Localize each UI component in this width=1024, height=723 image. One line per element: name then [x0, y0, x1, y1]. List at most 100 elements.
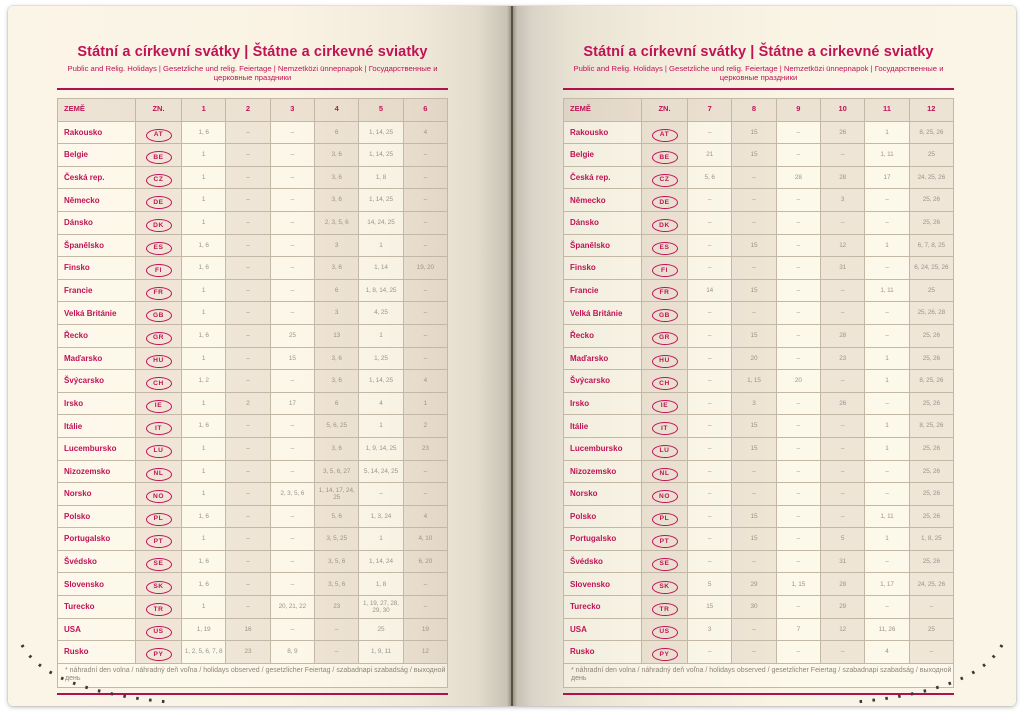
holiday-days-cell: 30: [731, 595, 777, 619]
country-code-cell: CH: [135, 369, 182, 393]
holiday-days-cell: 6: [313, 120, 360, 145]
holiday-days-cell: 25, 26: [908, 504, 955, 529]
holiday-days-cell: –: [686, 188, 733, 212]
holiday-days-cell: 3, 6: [313, 165, 360, 190]
holiday-days-cell: –: [402, 595, 449, 619]
country-row: Slovensko SK 5 29 1, 15 28 1, 17 24, 25, 26: [563, 572, 955, 597]
holiday-days-cell: 1, 8: [358, 165, 404, 190]
holiday-days-cell: 5: [819, 527, 866, 551]
holiday-days-cell: 28: [819, 323, 866, 348]
holiday-days-cell: –: [775, 527, 821, 551]
country-code-badge: IE: [651, 399, 678, 413]
holiday-days-cell: 31: [819, 549, 866, 574]
country-name: USA: [563, 617, 642, 642]
country-row: Norsko NO – – – – –25, 26: [563, 482, 955, 506]
holiday-days-cell: –: [775, 301, 821, 325]
holiday-days-cell: –: [775, 482, 821, 506]
country-row: Itálie IT –15– –1 8, 25, 26: [563, 414, 955, 438]
holiday-days-cell: –: [819, 459, 866, 484]
country-code-badge: NL: [145, 467, 172, 481]
country-row: Lucembursko LU –15– –1 25, 26: [563, 436, 955, 461]
bottom-rule: [57, 692, 448, 696]
holiday-days-cell: –: [402, 233, 449, 258]
holiday-days-cell: –: [269, 143, 315, 167]
holiday-days-cell: –: [864, 256, 910, 280]
holiday-days-cell: 1, 14, 25: [358, 143, 404, 167]
holiday-days-cell: –: [819, 414, 866, 438]
holiday-days-cell: –: [269, 210, 315, 235]
holiday-days-cell: 1: [864, 436, 910, 461]
country-row: Lucembursko LU 1– –3, 6 1, 9, 14, 25 23: [57, 436, 449, 461]
diary-spread: Státní a církevní svátky | Štátne a cirk…: [8, 6, 1016, 706]
holiday-days-cell: –: [402, 278, 449, 303]
holiday-days-cell: 1, 6: [180, 572, 227, 597]
country-name: Portugalsko: [563, 527, 642, 551]
holiday-days-cell: –: [775, 278, 821, 303]
holiday-days-cell: 14: [686, 278, 733, 303]
holiday-days-cell: –: [775, 504, 821, 529]
holiday-days-cell: 1: [864, 120, 910, 145]
country-code-badge: TR: [145, 603, 172, 617]
country-name: Německo: [57, 188, 136, 212]
header-row: ZEMĚ ZN. 7 8 9 10 11 12: [563, 98, 955, 122]
country-name: Švýcarsko: [57, 369, 136, 393]
holiday-days-cell: –: [269, 120, 315, 145]
holiday-days-cell: 8, 25, 26: [908, 369, 955, 393]
country-name: Irsko: [563, 391, 642, 416]
code-column-header: ZN.: [135, 98, 182, 122]
country-name: Turecko: [563, 595, 642, 619]
country-name: Nizozemsko: [563, 459, 642, 484]
country-code-badge: AT: [145, 128, 172, 142]
holiday-days-cell: –: [686, 436, 733, 461]
country-code-badge: DK: [145, 219, 172, 233]
holiday-days-cell: 3, 6: [313, 369, 360, 393]
country-name: Řecko: [563, 323, 642, 348]
page-title: Státní a církevní svátky | Štátne a cirk…: [77, 44, 428, 60]
holiday-days-cell: –: [269, 188, 315, 212]
holiday-days-cell: –: [775, 233, 821, 258]
country-row: Dánsko DK – – – – –25, 26: [563, 210, 955, 235]
country-row: Portugalsko PT 1– –3, 5, 25 1 4, 10: [57, 527, 449, 551]
holiday-days-cell: 26: [819, 391, 866, 416]
country-code-cell: BE: [641, 143, 688, 167]
subtitle-rule: [563, 88, 954, 90]
country-name: Dánsko: [57, 210, 136, 235]
country-code-cell: PY: [641, 640, 688, 664]
country-code-badge: PL: [651, 512, 678, 526]
holiday-days-cell: 3: [313, 233, 360, 258]
holiday-days-cell: 25, 26: [908, 188, 955, 212]
country-code-badge: NO: [145, 490, 172, 504]
country-code-cell: HU: [641, 346, 688, 371]
code-column-header: ZN.: [641, 98, 688, 122]
holiday-days-cell: 5, 6: [686, 165, 733, 190]
country-row: Belgie BE 1– –3, 6 1, 14, 25–: [57, 143, 449, 167]
country-name: Španělsko: [563, 233, 642, 258]
holiday-days-cell: 15: [731, 527, 777, 551]
holiday-days-cell: 1, 9, 14, 25: [358, 436, 404, 461]
country-code-badge: PT: [145, 535, 172, 549]
holiday-days-cell: 2: [402, 414, 449, 438]
holiday-days-cell: 11, 26: [864, 617, 910, 642]
holiday-days-cell: 25, 26: [908, 210, 955, 235]
country-row: Francie FR 14 15– –1, 11 25: [563, 278, 955, 303]
holiday-days-cell: 1, 15: [731, 369, 777, 393]
holiday-days-cell: –: [225, 210, 271, 235]
holiday-days-cell: 1, 2, 5, 6, 7, 8: [180, 640, 227, 664]
holiday-days-cell: 15: [731, 143, 777, 167]
holiday-days-cell: 6, 24, 25, 26: [908, 256, 955, 280]
holiday-days-cell: 20: [731, 346, 777, 371]
country-code-cell: CZ: [135, 165, 182, 190]
holiday-days-cell: –: [686, 640, 733, 664]
country-name: Švédsko: [563, 549, 642, 574]
country-code-badge: PY: [651, 648, 678, 662]
holiday-days-cell: 15: [686, 595, 733, 619]
country-name: Irsko: [57, 391, 136, 416]
country-code-badge: IT: [651, 422, 678, 436]
holiday-days-cell: 29: [819, 595, 866, 619]
holiday-days-cell: 8, 25, 26: [908, 120, 955, 145]
country-code-cell: DK: [641, 210, 688, 235]
holiday-days-cell: 15: [269, 346, 315, 371]
holiday-days-cell: –: [686, 346, 733, 371]
holiday-days-cell: 15: [731, 233, 777, 258]
holiday-days-cell: 1, 8, 25: [908, 527, 955, 551]
